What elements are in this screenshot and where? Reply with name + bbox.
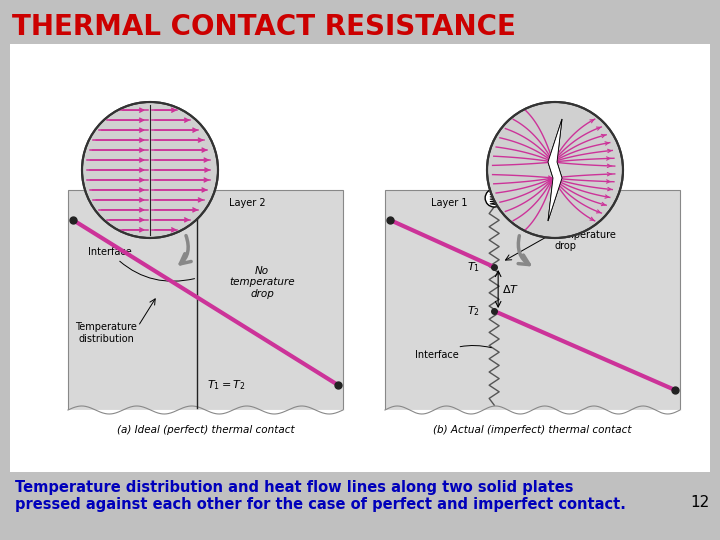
Text: (a) Ideal (perfect) thermal contact: (a) Ideal (perfect) thermal contact [117, 425, 294, 435]
Circle shape [82, 102, 218, 238]
Polygon shape [548, 119, 562, 221]
Text: THERMAL CONTACT RESISTANCE: THERMAL CONTACT RESISTANCE [12, 13, 516, 41]
Text: No
temperature
drop: No temperature drop [230, 266, 295, 299]
Circle shape [487, 102, 623, 238]
Bar [10, 44, 710, 472]
Text: Temperature
drop: Temperature drop [554, 230, 616, 252]
Circle shape [485, 189, 503, 207]
Bar [68, 190, 343, 410]
Text: Layer 1: Layer 1 [129, 198, 166, 208]
Text: Temperature distribution and heat flow lines along two solid plates
pressed agai: Temperature distribution and heat flow l… [15, 480, 626, 512]
Text: Temperature
distribution: Temperature distribution [75, 322, 137, 344]
Text: Layer 2: Layer 2 [229, 198, 266, 208]
Text: $T_1 = T_2$: $T_1 = T_2$ [207, 378, 246, 392]
Bar [385, 190, 680, 410]
Text: $\Delta T$: $\Delta T$ [502, 283, 519, 295]
Circle shape [188, 189, 206, 207]
Text: 12: 12 [690, 495, 710, 510]
Polygon shape [548, 119, 562, 221]
FancyArrowPatch shape [518, 235, 529, 265]
Text: Layer 1: Layer 1 [431, 198, 467, 208]
Text: Interface: Interface [88, 247, 194, 281]
Text: $T_1$: $T_1$ [467, 260, 480, 274]
Text: (b) Actual (imperfect) thermal contact: (b) Actual (imperfect) thermal contact [433, 425, 631, 435]
FancyArrowPatch shape [180, 235, 191, 264]
Text: $T_2$: $T_2$ [467, 304, 480, 318]
Text: Layer 2: Layer 2 [531, 198, 567, 208]
Polygon shape [188, 189, 197, 207]
Text: Interface: Interface [415, 346, 492, 360]
